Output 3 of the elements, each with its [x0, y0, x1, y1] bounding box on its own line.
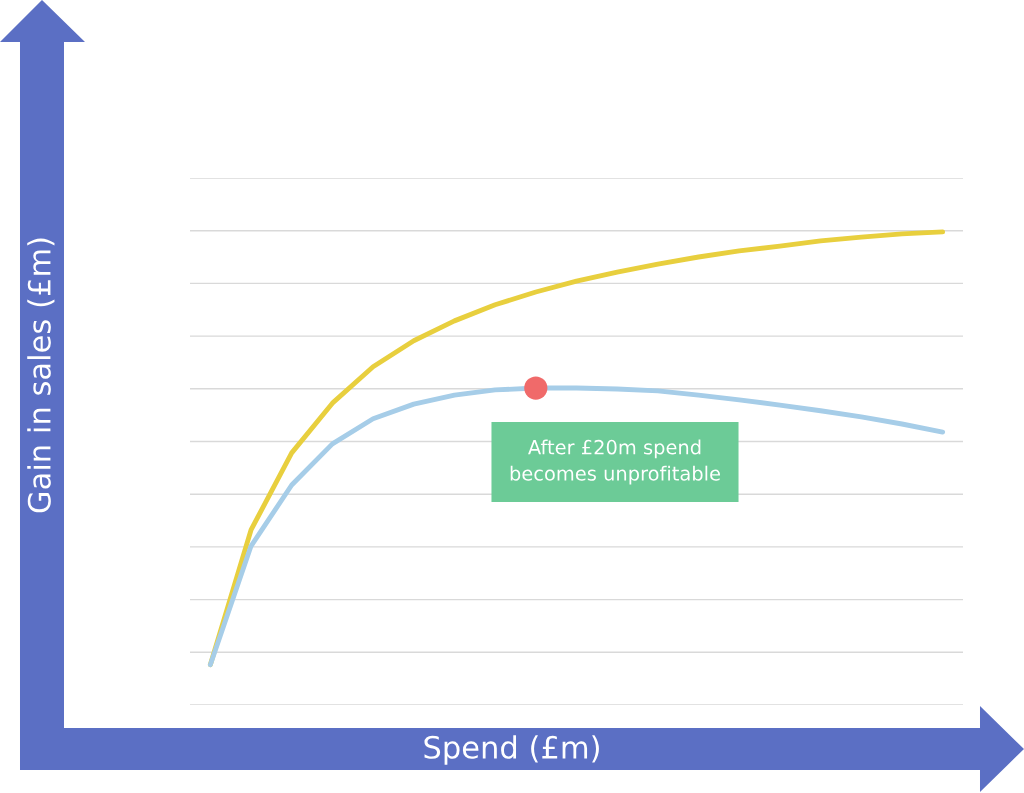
y-axis-title: Gain in sales (£m)	[27, 238, 55, 513]
annotation: After £20m spend becomes unprofitable	[510, 439, 720, 485]
x-axis-title: Spend (£m)	[424, 735, 599, 765]
